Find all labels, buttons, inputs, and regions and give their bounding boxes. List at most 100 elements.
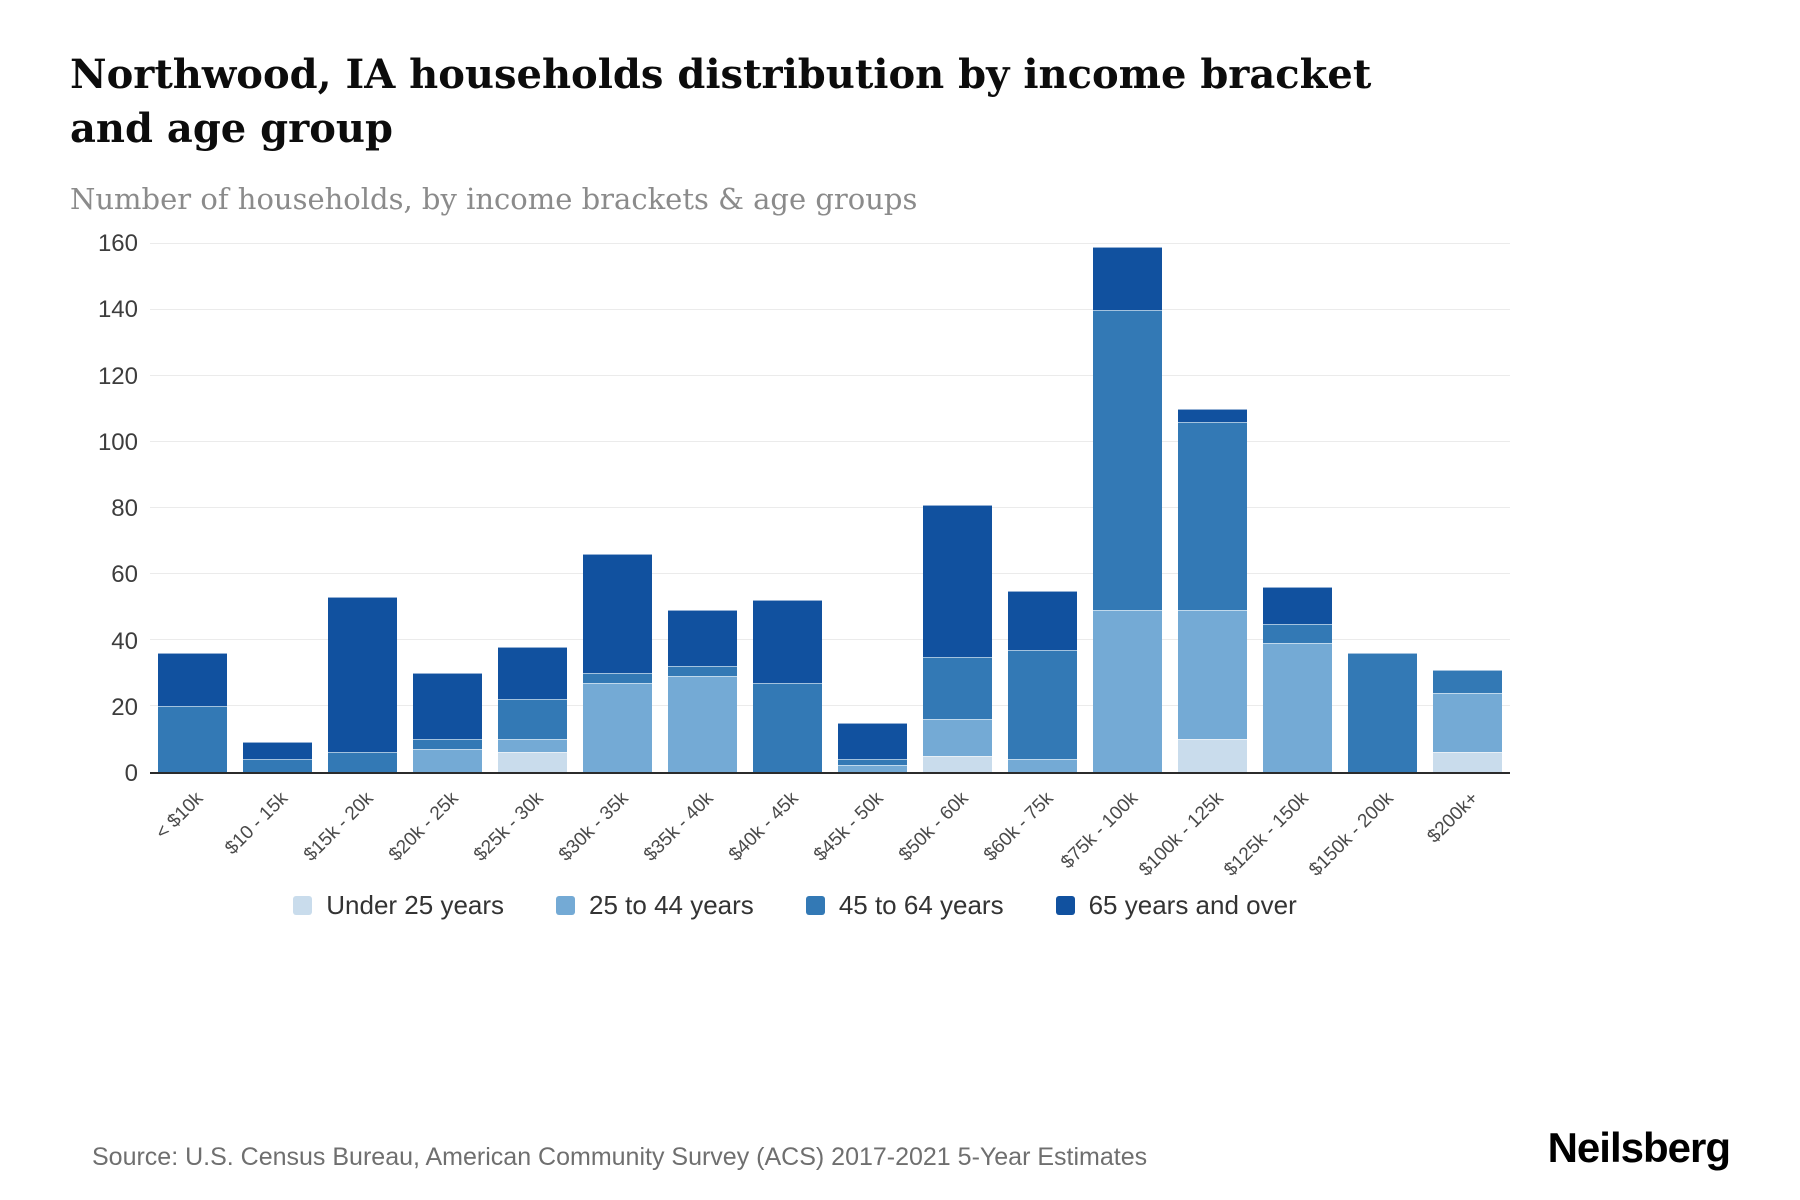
bar-segment[interactable]	[582, 673, 653, 683]
legend-item[interactable]: 25 to 44 years	[556, 890, 754, 921]
bar-slot	[745, 244, 830, 772]
bar-segment[interactable]	[922, 755, 993, 772]
bar-segment[interactable]	[497, 752, 568, 772]
bar-segment[interactable]	[1007, 590, 1078, 650]
bar-slot	[915, 244, 1000, 772]
bar-segment[interactable]	[1432, 752, 1503, 772]
gridline	[150, 507, 1510, 508]
x-tick: $200k+	[1423, 774, 1510, 884]
bar-segment[interactable]	[922, 719, 993, 756]
gridline	[150, 375, 1510, 376]
x-tick: $10 - 15k	[221, 774, 320, 884]
bar-slot	[320, 244, 405, 772]
bar-segment[interactable]	[327, 597, 398, 753]
bar-segment[interactable]	[752, 600, 823, 683]
bar-segment[interactable]	[1092, 310, 1163, 611]
bar-slot	[1085, 244, 1170, 772]
x-tick: $40k - 45k	[725, 774, 830, 884]
bar[interactable]	[497, 244, 568, 772]
bar-segment[interactable]	[1177, 610, 1248, 739]
bar-slot	[235, 244, 320, 772]
bar-slot	[1425, 244, 1510, 772]
bar[interactable]	[1432, 244, 1503, 772]
bar-segment[interactable]	[837, 765, 908, 772]
x-tick: $20k - 25k	[385, 774, 490, 884]
bar-segment[interactable]	[412, 673, 483, 740]
legend-item[interactable]: Under 25 years	[293, 890, 504, 921]
legend-item[interactable]: 45 to 64 years	[805, 890, 1004, 921]
x-axis: < $10k $10 - 15k $15k - 20k $20k - 25k $25k …	[150, 774, 1510, 884]
bar-segment[interactable]	[1262, 587, 1333, 624]
y-tick-label: 120	[97, 362, 138, 390]
stacked-bar-chart: 0 20 40 60 80 100 120 140 160 < $10k $10 - 15k $15…	[80, 230, 1510, 884]
bar-segment[interactable]	[412, 739, 483, 749]
y-axis: 0 20 40 60 80 100 120 140 160	[80, 230, 150, 787]
bar-segment[interactable]	[752, 682, 823, 772]
bar[interactable]	[1007, 244, 1078, 772]
bar-segment[interactable]	[242, 742, 313, 759]
legend-item[interactable]: 65 years and over	[1055, 890, 1297, 921]
bar-segment[interactable]	[242, 758, 313, 772]
bar[interactable]	[922, 244, 993, 772]
bar-segment[interactable]	[667, 666, 738, 677]
bar-slot	[1255, 244, 1340, 772]
bar-segment[interactable]	[1262, 643, 1333, 772]
legend-label: 65 years and over	[1088, 890, 1297, 920]
bar-segment[interactable]	[157, 706, 228, 772]
legend-swatch	[805, 896, 825, 915]
bar-segment[interactable]	[497, 699, 568, 740]
bar-segment[interactable]	[1432, 692, 1503, 753]
bar-segment[interactable]	[1177, 409, 1248, 423]
bar-segment[interactable]	[1092, 247, 1163, 311]
legend-label: 45 to 64 years	[838, 890, 1004, 920]
bar-segment[interactable]	[327, 752, 398, 772]
bar[interactable]	[1177, 244, 1248, 772]
gridline	[150, 705, 1510, 706]
bar-segment[interactable]	[1262, 623, 1333, 644]
legend: Under 25 years 25 to 44 years 45 to 64 yea…	[80, 890, 1510, 921]
y-tick-label: 60	[111, 561, 138, 589]
x-tick: $25k - 30k	[470, 774, 575, 884]
y-tick-label: 100	[97, 428, 138, 456]
bar-segment[interactable]	[1347, 653, 1418, 772]
bar-segment[interactable]	[837, 722, 908, 759]
bar[interactable]	[1347, 244, 1418, 772]
bar-segment[interactable]	[1432, 669, 1503, 693]
bar[interactable]	[837, 244, 908, 772]
bar-segment[interactable]	[497, 739, 568, 753]
bar-segment[interactable]	[582, 682, 653, 772]
bar-segment[interactable]	[157, 653, 228, 706]
bar-segment[interactable]	[582, 554, 653, 674]
x-tick-label: $200k+	[1423, 788, 1483, 848]
bar[interactable]	[667, 244, 738, 772]
bar[interactable]	[582, 244, 653, 772]
bar-segment[interactable]	[922, 656, 993, 720]
x-tick: $50k - 60k	[895, 774, 1000, 884]
legend-swatch	[556, 896, 576, 915]
bar-segment[interactable]	[1177, 422, 1248, 611]
bar-segment[interactable]	[1007, 758, 1078, 772]
bar-segment[interactable]	[412, 748, 483, 772]
bar[interactable]	[1092, 244, 1163, 772]
bar-segment[interactable]	[667, 676, 738, 772]
bar[interactable]	[242, 244, 313, 772]
bar[interactable]	[327, 244, 398, 772]
bar-segment[interactable]	[1092, 610, 1163, 772]
bar[interactable]	[752, 244, 823, 772]
legend-label: 25 to 44 years	[589, 890, 754, 920]
bar-slot	[1000, 244, 1085, 772]
x-tick: $150k - 200k	[1305, 774, 1425, 884]
legend-swatch	[1055, 896, 1075, 915]
y-tick-label: 0	[124, 760, 138, 787]
bar-segment[interactable]	[1007, 649, 1078, 759]
bar-segment[interactable]	[1177, 739, 1248, 772]
x-tick: < $10k	[150, 774, 235, 884]
bar-segment[interactable]	[667, 610, 738, 667]
bar[interactable]	[157, 244, 228, 772]
bar-segment[interactable]	[837, 758, 908, 766]
bar-segment[interactable]	[497, 646, 568, 700]
bar[interactable]	[412, 244, 483, 772]
bar[interactable]	[1262, 244, 1333, 772]
bar-segment[interactable]	[922, 504, 993, 657]
